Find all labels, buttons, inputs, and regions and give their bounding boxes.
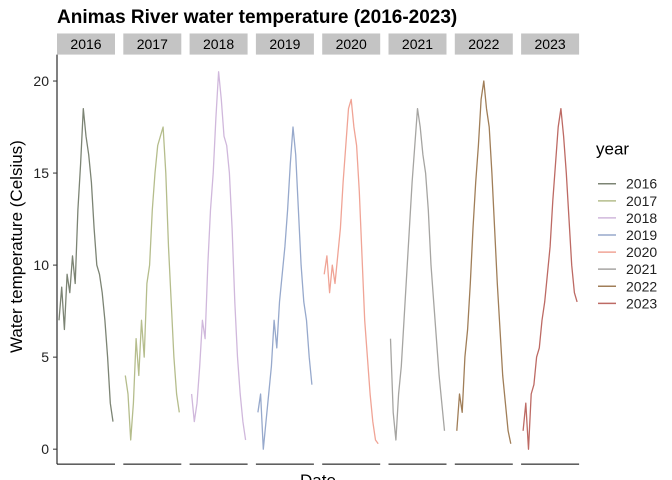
- facet-strip-2023: [521, 33, 580, 55]
- facet-panels: 2016 2017 2018 2019 2020 2021 2022 2023: [57, 33, 580, 465]
- y-axis-ticks: 0 5 10 15 20: [33, 73, 57, 457]
- chart-title: Animas River water temperature (2016-202…: [57, 7, 457, 28]
- legend-label-2020: 2020: [626, 244, 657, 260]
- legend-title: year: [596, 139, 629, 158]
- y-axis-title: Water temperature (Celsius): [7, 140, 26, 353]
- series-line-2016: [58, 107, 114, 422]
- y-tick-label: 20: [33, 73, 49, 89]
- y-tick-label: 15: [33, 165, 49, 181]
- legend-label-2017: 2017: [626, 193, 657, 209]
- facet-strip-2016: [57, 33, 115, 55]
- y-tick-label: 5: [41, 349, 49, 365]
- series-line-2021: [389, 107, 446, 441]
- legend-label-2022: 2022: [626, 278, 657, 294]
- series-line-2019: [257, 126, 313, 450]
- facet-strip-2018: [189, 33, 248, 55]
- facet-strip-2017: [123, 33, 182, 55]
- facet-strip-label: 2022: [468, 36, 499, 52]
- facet-strip-label: 2020: [336, 36, 367, 52]
- legend-label-2018: 2018: [626, 210, 657, 226]
- y-tick-label: 0: [41, 441, 49, 457]
- facet-strip-label: 2021: [402, 36, 433, 52]
- facet-strip-2021: [388, 33, 447, 55]
- legend-label-2016: 2016: [626, 176, 657, 192]
- facet-strip-label: 2023: [535, 36, 566, 52]
- legend-label-2019: 2019: [626, 227, 657, 243]
- facet-strip-label: 2019: [269, 36, 300, 52]
- facet-strip-label: 2017: [137, 36, 168, 52]
- facet-strip-2020: [322, 33, 381, 55]
- legend-label-2023: 2023: [626, 295, 657, 311]
- series-line-2022: [456, 80, 512, 444]
- legend-label-2021: 2021: [626, 261, 657, 277]
- facet-strip-label: 2018: [203, 36, 234, 52]
- series-line-2020: [323, 98, 379, 445]
- facet-strip-2019: [255, 33, 314, 55]
- facet-strip-label: 2016: [70, 36, 101, 52]
- facet-strip-2022: [454, 33, 513, 55]
- series-line-2023: [522, 107, 578, 450]
- series-line-2018: [190, 71, 247, 441]
- x-axis-title: Date: [300, 471, 336, 480]
- series-line-2017: [124, 126, 180, 441]
- y-tick-label: 10: [33, 257, 49, 273]
